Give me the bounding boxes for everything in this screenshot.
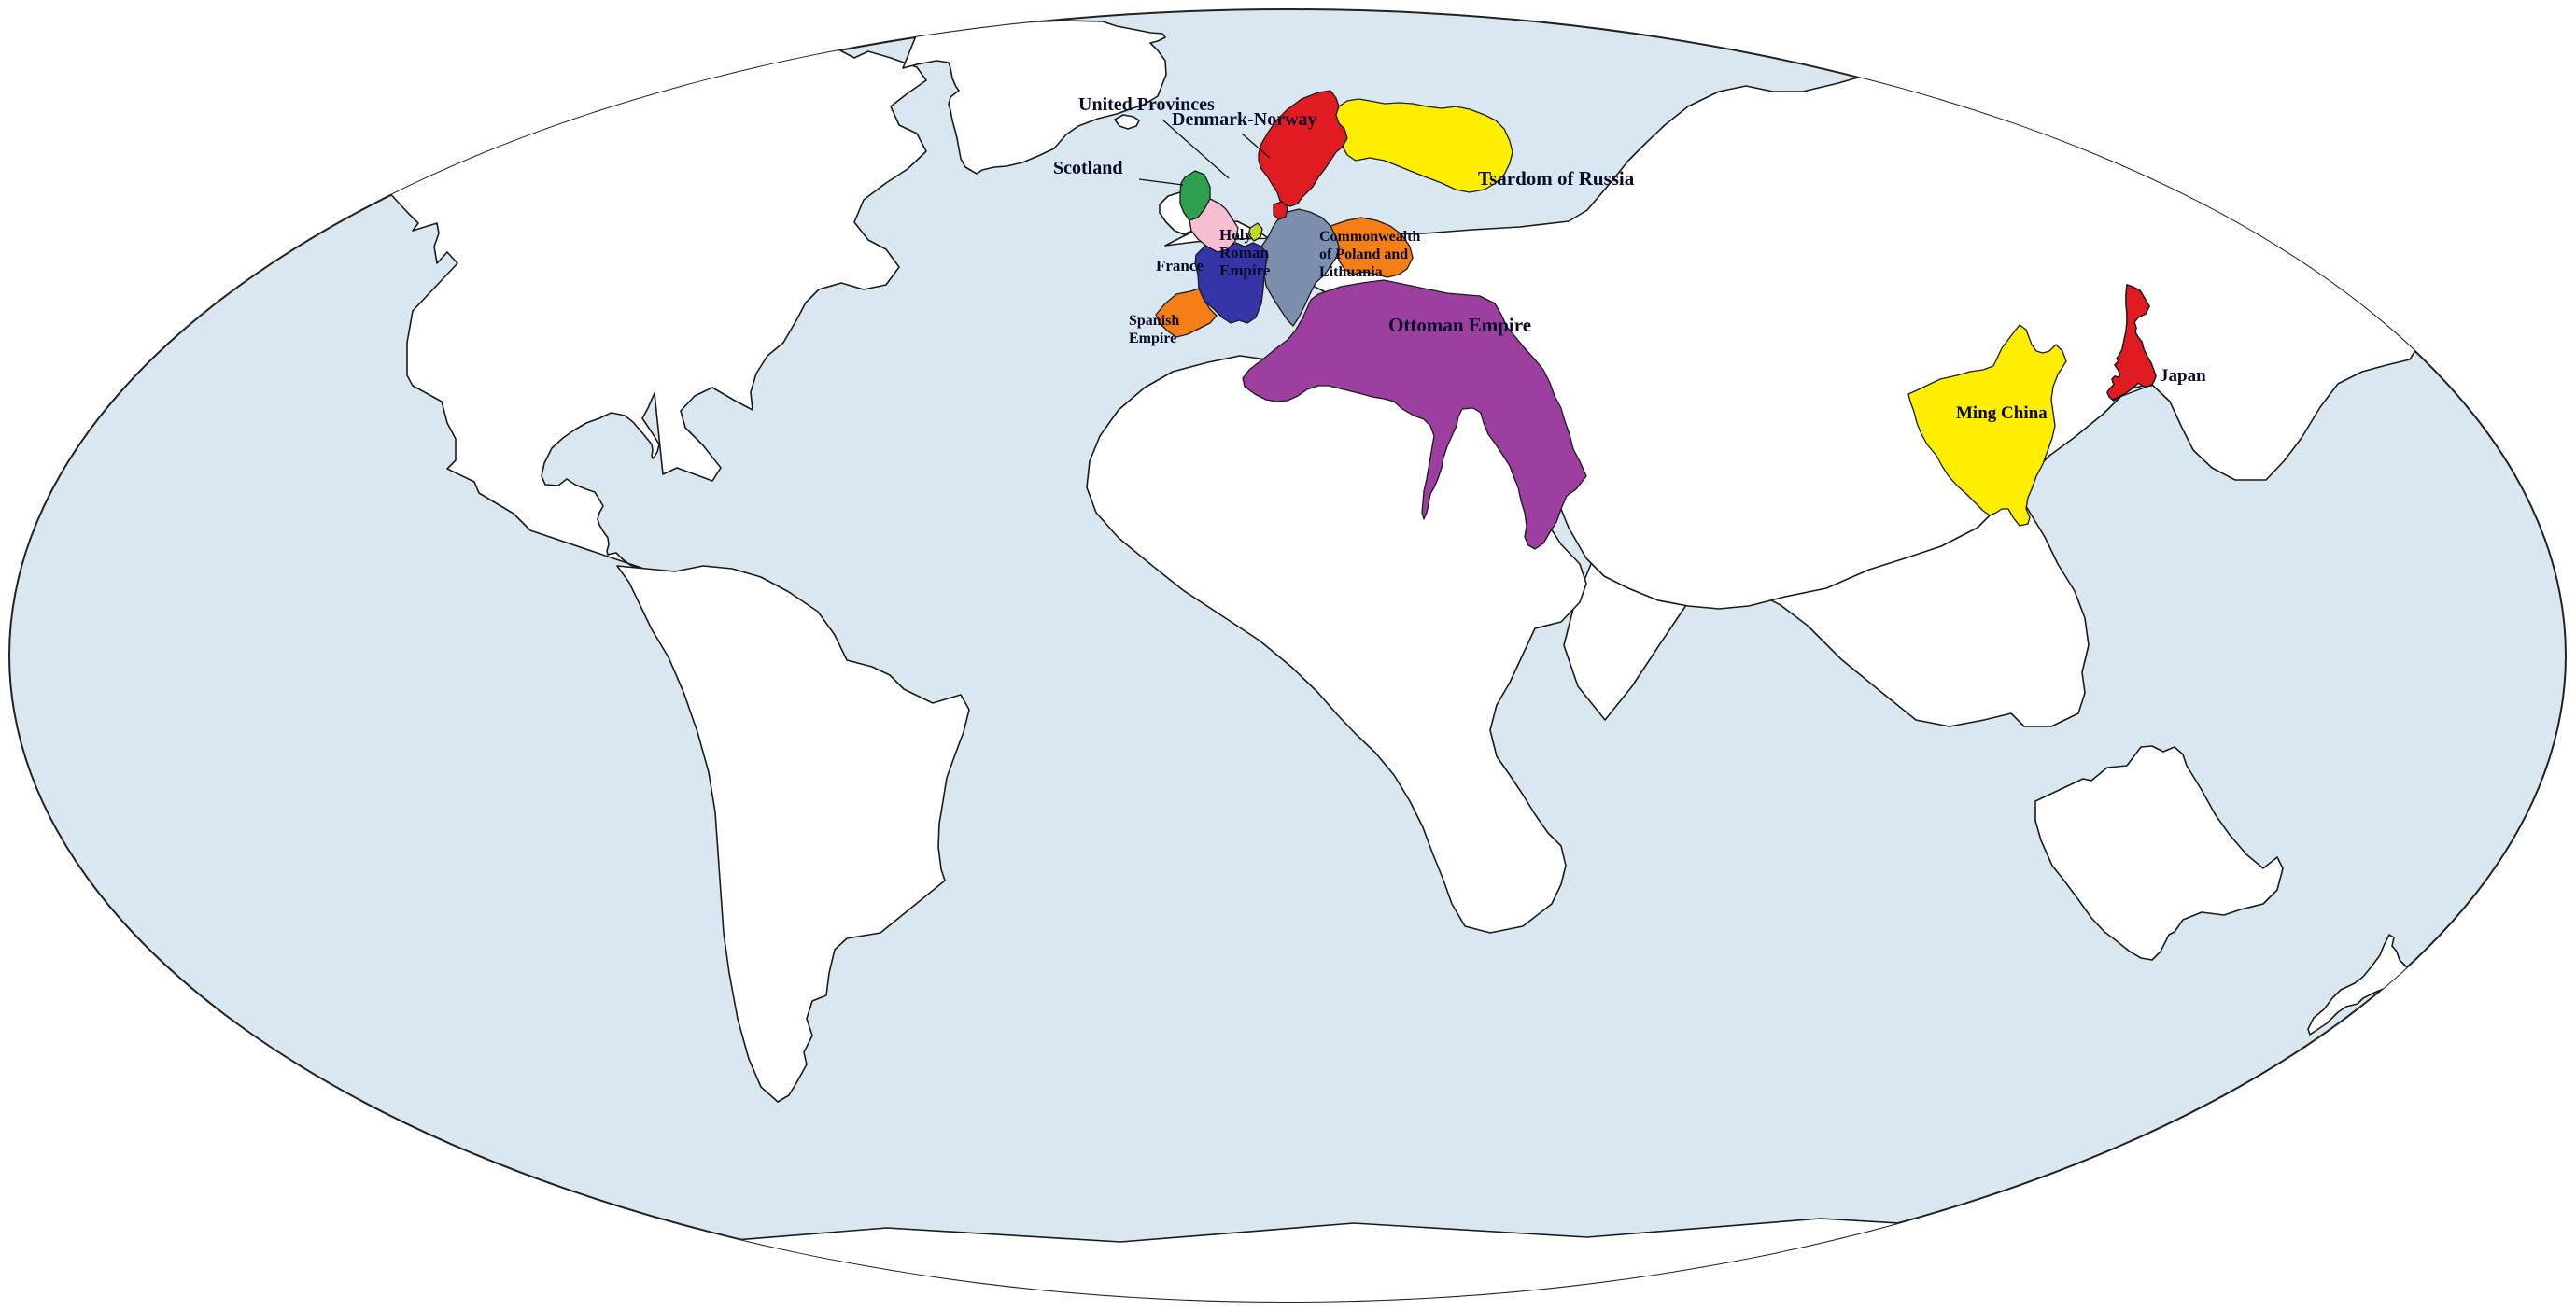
- svg-text:Ottoman Empire: Ottoman Empire: [1388, 314, 1531, 336]
- svg-text:Holy: Holy: [1219, 226, 1252, 244]
- svg-text:Japan: Japan: [2160, 366, 2206, 386]
- svg-text:Spanish: Spanish: [1129, 313, 1179, 329]
- svg-text:France: France: [1156, 257, 1204, 275]
- svg-text:Commonwealth: Commonwealth: [1319, 229, 1421, 245]
- svg-text:Empire: Empire: [1129, 331, 1176, 346]
- svg-text:Lithuania: Lithuania: [1319, 264, 1383, 280]
- svg-text:Roman: Roman: [1219, 244, 1269, 261]
- svg-text:Scotland: Scotland: [1053, 158, 1122, 178]
- svg-text:Ming China: Ming China: [1956, 403, 2048, 423]
- svg-text:of Poland and: of Poland and: [1319, 247, 1408, 262]
- svg-text:Empire: Empire: [1219, 261, 1271, 279]
- svg-text:Denmark-Norway: Denmark-Norway: [1172, 109, 1317, 130]
- svg-text:Tsardom of Russia: Tsardom of Russia: [1478, 167, 1635, 190]
